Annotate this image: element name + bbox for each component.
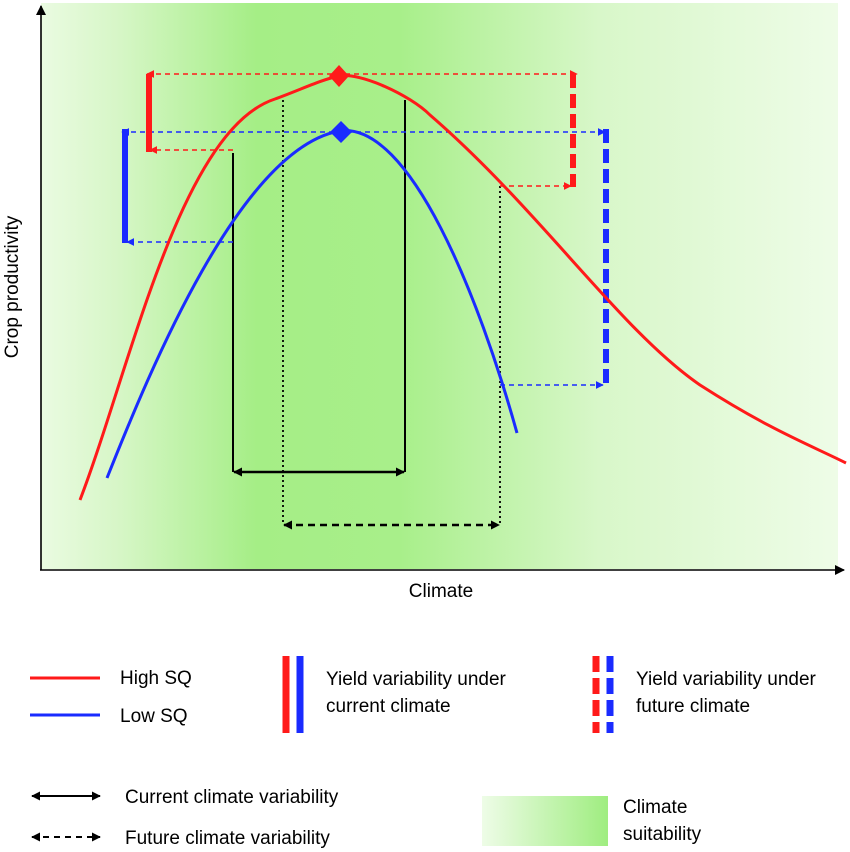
high-sq-curve — [78, 74, 847, 501]
legend-current-yield-label-1: Yield variability under — [326, 669, 507, 690]
high-sq-peak-marker — [329, 65, 349, 87]
legend-high-sq-label: High SQ — [120, 668, 192, 689]
legend-low-sq-label: Low SQ — [120, 706, 188, 727]
low-sq-peak-marker — [330, 121, 352, 143]
legend-suitability-label-2: suitability — [623, 824, 702, 845]
legend-future-climate-label: Future climate variability — [125, 828, 330, 849]
y-axis-label: Crop productivity — [2, 215, 23, 358]
legend-suitability-swatch — [482, 796, 608, 846]
climate-suitability-band — [41, 3, 838, 569]
legend-future-yield-label-2: future climate — [636, 696, 750, 717]
legend-suitability-label-1: Climate — [623, 797, 687, 818]
x-axis-label: Climate — [409, 581, 473, 602]
legend: High SQ Low SQ Yield variability under c… — [30, 656, 817, 849]
legend-current-climate-label: Current climate variability — [125, 787, 339, 808]
legend-current-yield-label-2: current climate — [326, 696, 451, 717]
legend-future-yield-label-1: Yield variability under — [636, 669, 817, 690]
